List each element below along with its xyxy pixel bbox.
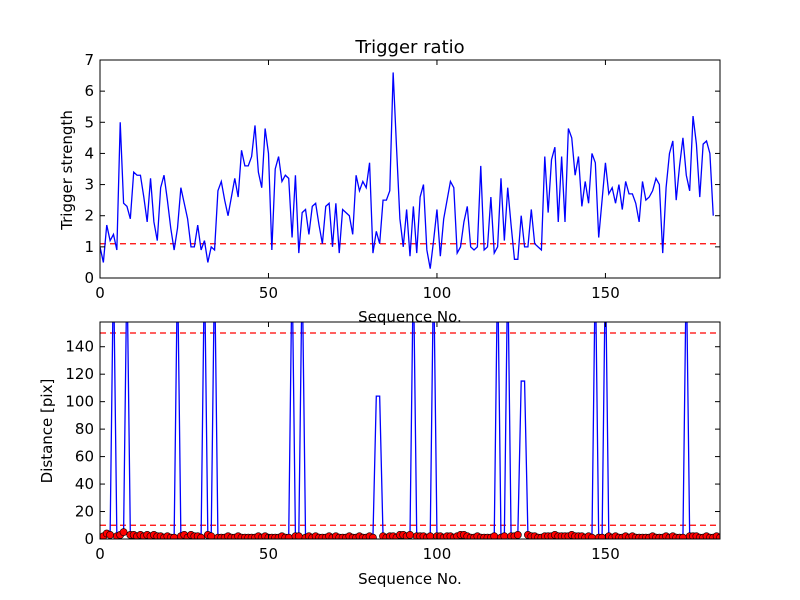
x-tick-label: 50 <box>259 284 278 302</box>
data-point <box>716 533 720 539</box>
x-tick-label: 150 <box>591 284 620 302</box>
y-tick-label: 2 <box>84 207 94 225</box>
data-point <box>106 530 115 539</box>
y-tick-label: 5 <box>84 113 94 131</box>
x-tick-label: 100 <box>423 284 452 302</box>
y-tick-label: 20 <box>75 503 94 521</box>
distance-ylabel: Distance [pix] <box>38 379 56 484</box>
data-point <box>197 533 205 539</box>
plot-frame <box>99 59 721 279</box>
data-point <box>369 533 377 539</box>
trigger-ratio-panel: Trigger ratio Sequence No. Trigger stren… <box>58 37 721 326</box>
y-tick-label: 60 <box>75 448 94 466</box>
data-point <box>119 528 128 537</box>
trigger-xlabel: Sequence No. <box>358 308 462 326</box>
y-tick-label: 4 <box>84 144 94 162</box>
y-tick-label: 120 <box>65 365 94 383</box>
data-point <box>513 530 522 539</box>
y-tick-label: 6 <box>84 82 94 100</box>
x-tick-label: 50 <box>259 545 278 563</box>
trigger-ratio-title: Trigger ratio <box>354 37 464 58</box>
y-tick-label: 40 <box>75 475 94 493</box>
distance-xlabel: Sequence No. <box>358 570 462 588</box>
data-point <box>406 530 414 539</box>
plot-frame <box>99 321 721 540</box>
x-tick-label: 0 <box>95 545 105 563</box>
y-tick-label: 100 <box>65 393 94 411</box>
y-tick-label: 0 <box>84 530 94 548</box>
y-tick-label: 140 <box>65 338 94 356</box>
trigger-ylabel: Trigger strength <box>58 110 76 231</box>
x-tick-label: 100 <box>423 545 452 563</box>
y-tick-label: 80 <box>75 420 94 438</box>
y-tick-label: 1 <box>84 238 94 256</box>
x-tick-label: 150 <box>591 545 620 563</box>
y-tick-label: 7 <box>84 51 94 69</box>
series-line <box>100 72 714 269</box>
distance-panel: Sequence No. Distance [pix] 0 50 100 150 0 20… <box>38 321 721 588</box>
y-tick-label: 3 <box>84 176 94 194</box>
y-tick-label: 0 <box>84 269 94 287</box>
x-tick-label: 0 <box>95 284 105 302</box>
